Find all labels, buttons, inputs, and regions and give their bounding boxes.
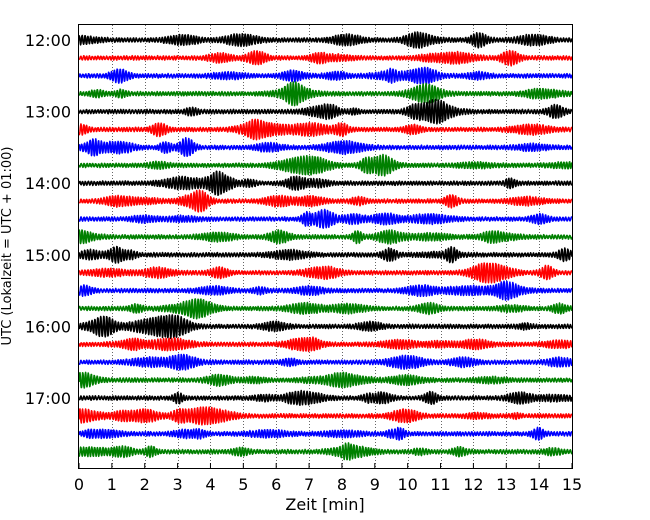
trace-1515: [78, 262, 573, 284]
y-tick-label-1600: 16:00: [25, 317, 71, 336]
x-tick-label-0: 0: [74, 475, 84, 494]
x-axis-label: Zeit [min]: [285, 495, 364, 514]
trace-1700: [78, 389, 573, 406]
x-tick-label-2: 2: [140, 475, 150, 494]
x-tick-label-7: 7: [304, 475, 314, 494]
trace-1315: [78, 118, 573, 141]
y-tick-label-1400: 14:00: [25, 174, 71, 193]
x-tick-label-9: 9: [370, 475, 380, 494]
trace-1230: [78, 66, 573, 85]
x-tick-label-12: 12: [463, 475, 483, 494]
y-tick-label-1300: 13:00: [25, 103, 71, 122]
x-tick-label-5: 5: [238, 475, 248, 494]
trace-1430: [78, 208, 573, 229]
y-tick-label-1200: 12:00: [25, 31, 71, 50]
y-tick-label-1500: 15:00: [25, 246, 71, 265]
x-tick-label-1: 1: [107, 475, 117, 494]
trace-1500: [78, 245, 573, 264]
trace-1545: [78, 298, 573, 320]
trace-1600: [78, 314, 573, 340]
trace-1300: [78, 98, 573, 125]
x-tick-label-11: 11: [430, 475, 450, 494]
x-tick-label-14: 14: [529, 475, 549, 494]
y-axis: 12:00 13:00 14:00 15:00 16:00 17:00: [25, 31, 84, 408]
x-tick-label-8: 8: [337, 475, 347, 494]
x-tick-label-10: 10: [397, 475, 417, 494]
trace-1630: [78, 353, 573, 371]
x-tick-label-13: 13: [496, 475, 516, 494]
x-tick-label-6: 6: [271, 475, 281, 494]
trace-1245: [78, 81, 573, 107]
trace-1645: [78, 371, 573, 389]
trace-1415: [78, 189, 573, 213]
x-axis: 0 1 2 3 4 5 6 7 8 9 10 11 12 13 14 15: [74, 463, 582, 494]
trace-1345: [78, 153, 573, 177]
trace-group: [78, 31, 573, 461]
trace-1730: [78, 426, 573, 441]
x-tick-label-4: 4: [205, 475, 215, 494]
trace-1445: [78, 229, 573, 245]
plot-frame: [78, 24, 573, 469]
trace-1400: [78, 170, 573, 196]
trace-1530: [78, 280, 573, 301]
trace-1615: [78, 336, 573, 353]
trace-1745: [78, 442, 573, 461]
x-tick-label-3: 3: [173, 475, 183, 494]
x-tick-label-15: 15: [562, 475, 582, 494]
trace-1330: [78, 137, 573, 157]
trace-1715: [78, 406, 573, 426]
trace-1215: [78, 49, 573, 67]
trace-1200: [78, 31, 573, 49]
y-tick-label-1700: 17:00: [25, 389, 71, 408]
y-axis-label: UTC (Lokalzeit = UTC + 01:00): [0, 147, 15, 346]
